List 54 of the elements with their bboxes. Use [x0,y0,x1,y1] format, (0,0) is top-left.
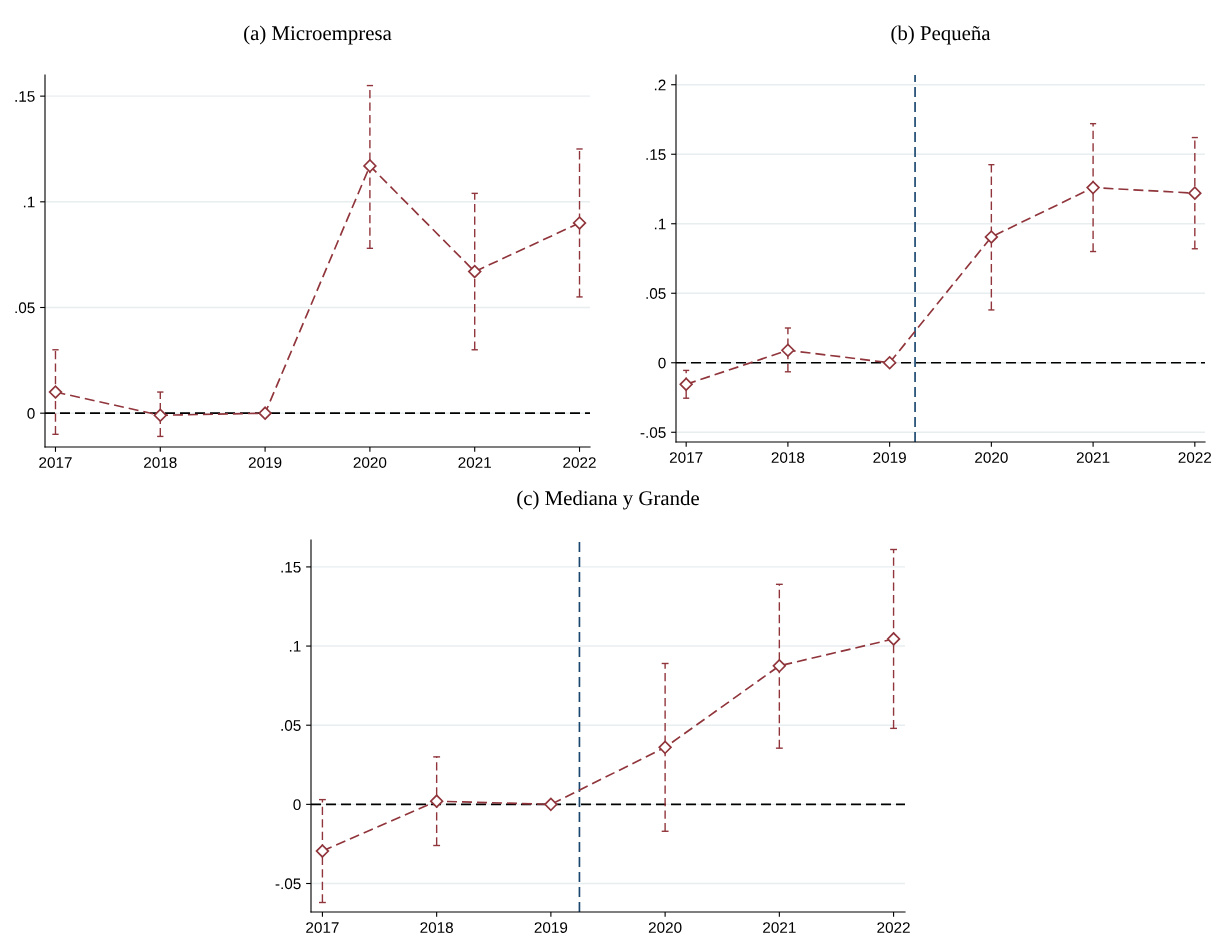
point [772,659,787,673]
y-tick-label: .05 [15,302,35,314]
x-tick-label: 2017 [306,922,339,933]
x-tick-label: 2022 [563,457,596,468]
x-tick-label: 2020 [975,452,1008,463]
x-tick-label: 2021 [458,457,491,468]
point [258,406,272,420]
point [467,264,482,279]
y-tick-label: -.05 [640,427,666,438]
point [315,844,330,858]
point [882,356,897,370]
point [48,385,63,399]
point [679,377,693,392]
x-tick-label: 2019 [873,452,906,463]
y-tick-label: .1 [289,641,301,652]
x-tick-label: 2022 [1178,452,1212,463]
point [153,408,168,423]
y-tick-label: .05 [281,720,301,731]
point [658,740,672,755]
y-tick-label: -.05 [275,878,301,890]
y-tick-label: .15 [281,561,301,573]
x-tick-label: 2018 [420,922,453,933]
x-tick-label: 2017 [669,452,703,463]
x-tick-label: 2022 [877,922,910,933]
y-tick-label: 0 [27,408,35,419]
chart-title: (b) Pequeña [891,25,991,45]
x-tick-label: 2017 [39,457,72,468]
x-tick-label: 2021 [1076,452,1110,463]
x-tick-label: 2018 [144,457,177,468]
x-tick-label: 2020 [648,922,682,933]
point [886,632,901,646]
point [429,794,444,808]
x-tick-label: 2018 [771,452,805,463]
y-tick-label: 0 [658,357,666,369]
x-tick-label: 2019 [248,457,282,468]
x-tick-label: 2021 [763,922,796,933]
x-tick-label: 2019 [534,922,568,933]
chart-title: (c) Mediana y Grande [517,490,699,510]
y-tick-label: 0 [293,799,301,811]
point [1188,186,1202,200]
y-tick-label: .2 [654,79,666,91]
point [544,797,558,812]
y-tick-label: .15 [646,149,666,160]
point [572,216,587,230]
point [984,230,999,244]
point [1086,180,1100,195]
point [781,343,795,357]
y-tick-label: .15 [15,91,35,102]
y-tick-label: .1 [23,196,35,208]
y-tick-label: .1 [654,218,666,230]
point [363,159,377,173]
chart-title: (a) Microempresa [244,25,392,45]
x-tick-label: 2020 [353,457,387,468]
y-tick-label: .05 [646,288,666,299]
